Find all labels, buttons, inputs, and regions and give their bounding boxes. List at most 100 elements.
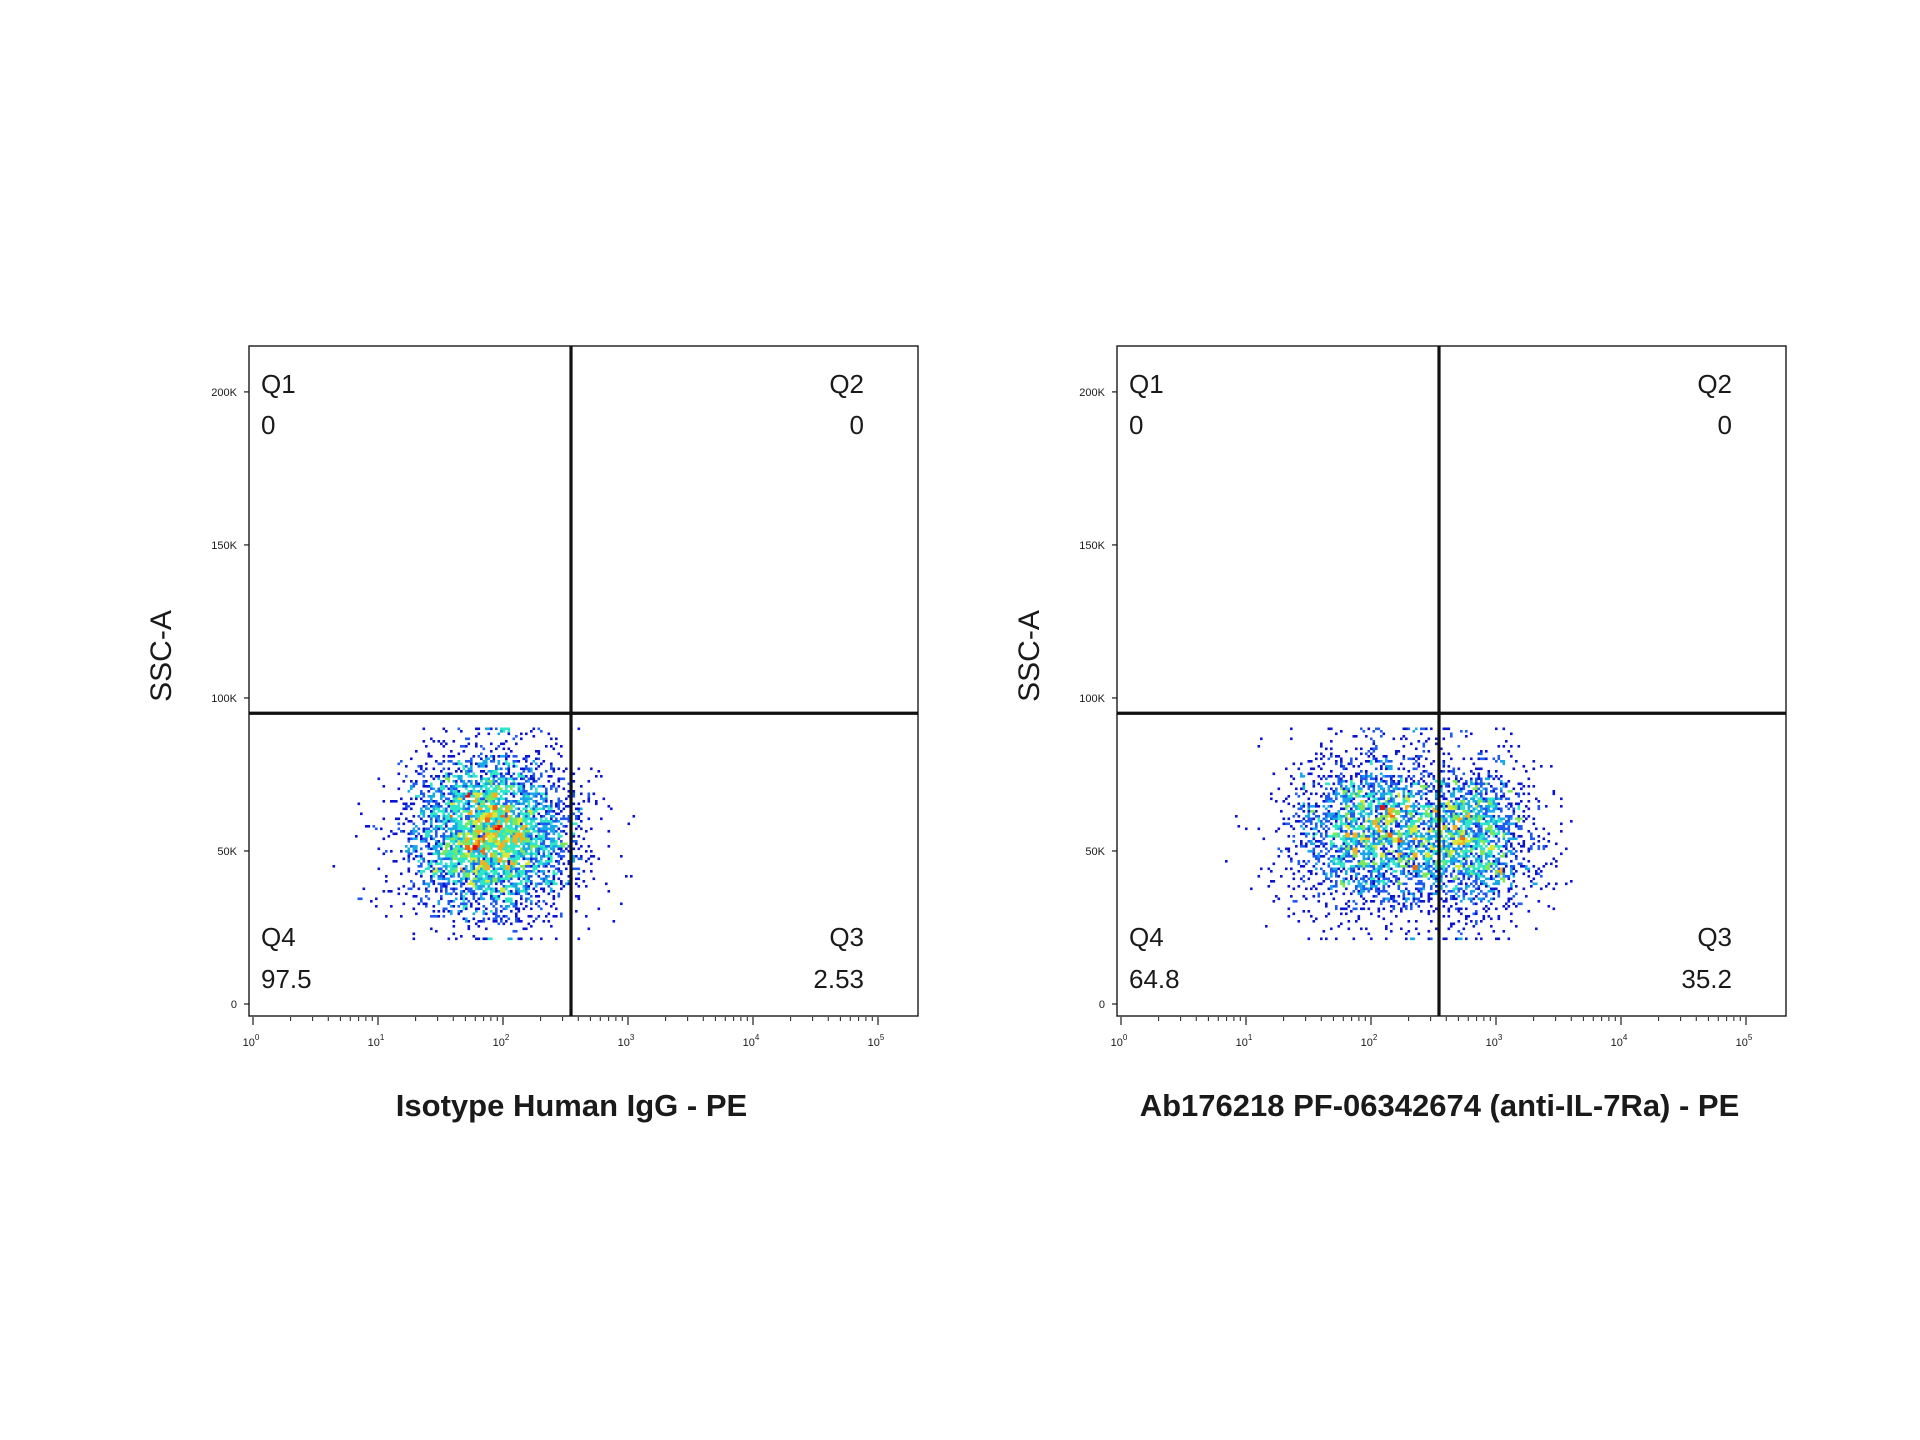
event-dot [442, 760, 446, 763]
event-dot [495, 907, 498, 911]
event-dot [490, 880, 493, 883]
event-dot [445, 825, 448, 828]
event-dot [1350, 830, 1353, 833]
event-dot [535, 860, 538, 863]
event-dot [555, 867, 558, 871]
event-dot [1302, 787, 1306, 791]
event-dot [550, 737, 553, 741]
event-dot [545, 795, 548, 798]
event-dot [492, 850, 496, 853]
event-dot [1287, 802, 1291, 806]
event-dot [505, 837, 508, 841]
event-dot [1442, 752, 1446, 756]
event-dot [450, 820, 453, 823]
event-dot [547, 822, 551, 826]
event-dot [1315, 887, 1318, 891]
event-dot [542, 920, 546, 923]
event-dot [565, 797, 568, 801]
event-dot [470, 902, 473, 906]
event-dot [412, 882, 416, 886]
event-dot [517, 882, 521, 886]
event-dot [1380, 777, 1383, 781]
event-dot [520, 897, 523, 901]
event-dot [590, 862, 593, 866]
event-dot [577, 802, 581, 806]
event-dot [1360, 837, 1363, 841]
event-dot [522, 770, 526, 773]
event-dot [425, 807, 428, 811]
event-dot [470, 860, 473, 863]
event-dot [565, 882, 568, 886]
event-dot [515, 827, 518, 831]
event-dot [1417, 900, 1421, 903]
event-dot [427, 862, 431, 866]
event-dot [1352, 765, 1356, 768]
event-dot [1380, 900, 1383, 903]
event-dot [460, 825, 463, 828]
event-dot [510, 777, 513, 781]
event-dot [430, 927, 433, 931]
event-dot [1480, 860, 1483, 863]
event-dot [1292, 762, 1296, 766]
event-dot [1535, 882, 1538, 886]
event-dot [1485, 855, 1488, 858]
event-dot [492, 845, 496, 848]
event-dot [532, 817, 536, 821]
event-dot [452, 850, 456, 853]
event-dot [415, 795, 418, 798]
event-dot [475, 877, 478, 881]
event-dot [1502, 795, 1506, 798]
event-dot [1345, 887, 1348, 891]
event-dot [1385, 765, 1388, 768]
event-dot [1387, 792, 1391, 796]
event-dot [1442, 862, 1446, 866]
event-dot [540, 837, 543, 841]
event-dot [405, 805, 408, 808]
event-dot [1407, 835, 1411, 838]
event-dot [1480, 840, 1483, 843]
event-dot [490, 835, 493, 838]
event-dot [460, 807, 463, 811]
event-dot [1415, 857, 1418, 861]
event-dot [1495, 860, 1498, 863]
event-dot [510, 785, 513, 788]
event-dot [1385, 832, 1388, 836]
event-dot [537, 860, 541, 863]
event-dot [450, 790, 453, 793]
event-dot [1465, 837, 1468, 841]
event-dot [580, 807, 583, 811]
event-dot [502, 892, 506, 896]
event-dot [1400, 820, 1403, 823]
event-dot [1402, 867, 1406, 871]
event-dot [1317, 815, 1321, 818]
event-dot [360, 897, 363, 901]
event-dot [1470, 852, 1473, 856]
event-dot [1367, 840, 1371, 843]
event-dot [1320, 832, 1323, 836]
event-dot [1385, 890, 1388, 893]
event-dot [1502, 880, 1506, 883]
event-dot [1397, 782, 1401, 786]
event-dot [1355, 847, 1358, 851]
event-dot [1355, 822, 1358, 826]
event-dot [572, 795, 576, 798]
event-dot [480, 775, 483, 778]
event-dot [1362, 830, 1366, 833]
event-dot [455, 937, 458, 941]
event-dot [1457, 787, 1461, 791]
event-dot [1470, 920, 1473, 923]
event-dot [442, 835, 446, 838]
event-dot [550, 882, 553, 886]
event-dot [510, 850, 513, 853]
event-dot [500, 772, 503, 776]
event-dot [1375, 775, 1378, 778]
event-dot [1382, 795, 1386, 798]
event-dot [480, 780, 483, 783]
event-dot [430, 862, 433, 866]
event-dot [1542, 845, 1546, 848]
event-dot [512, 905, 516, 908]
event-dot [1387, 820, 1391, 823]
event-dot [1497, 755, 1501, 758]
event-dot [1477, 805, 1481, 808]
event-dot [1377, 790, 1381, 793]
